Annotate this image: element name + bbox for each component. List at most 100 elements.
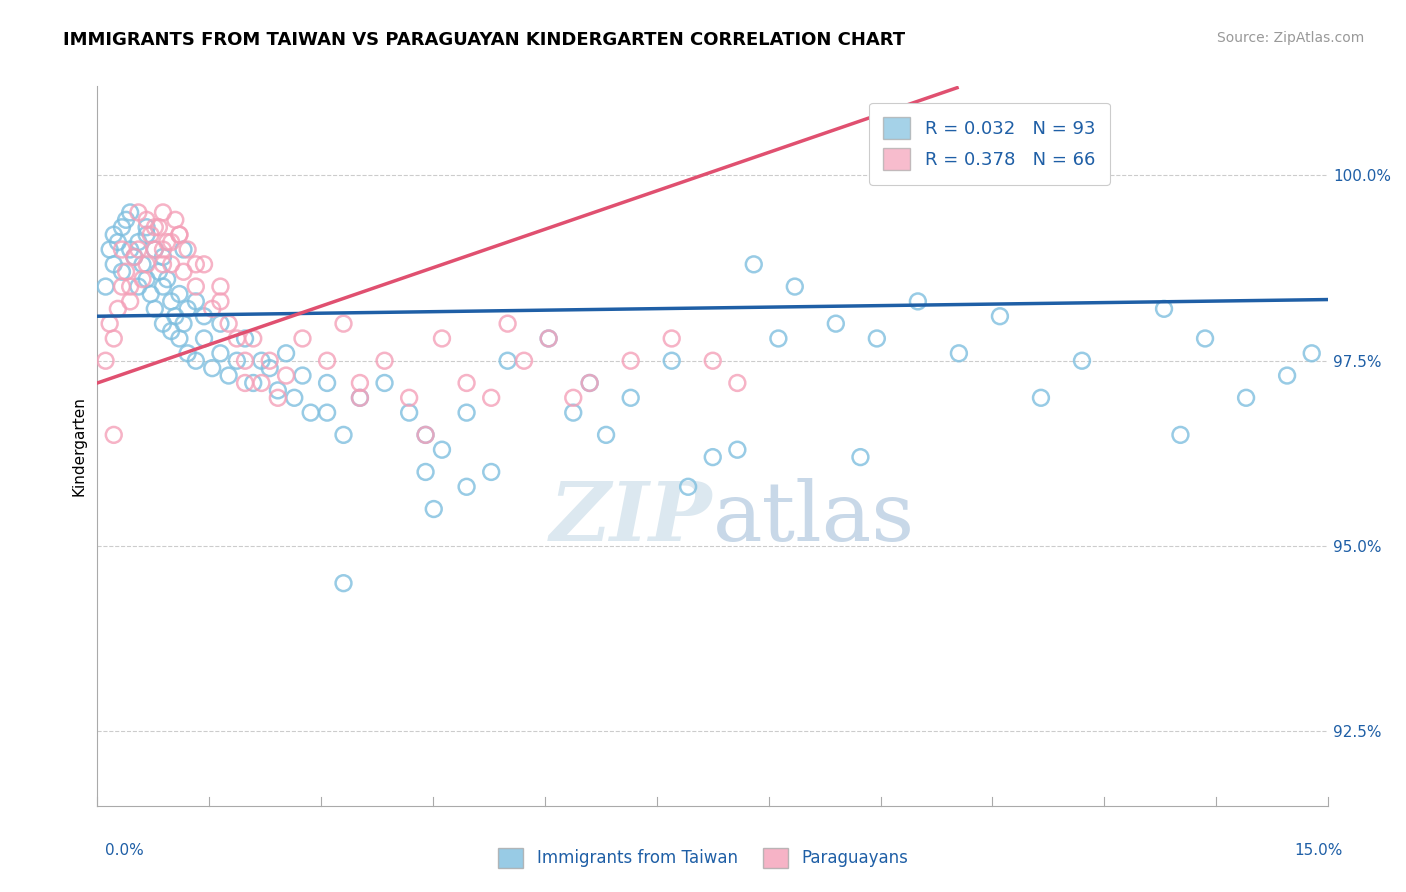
- Point: [173, 265, 195, 279]
- Point: [107, 301, 129, 316]
- Point: [456, 480, 478, 494]
- Point: [169, 227, 191, 242]
- Point: [578, 376, 600, 390]
- Point: [156, 235, 179, 249]
- Point: [98, 317, 121, 331]
- Point: [513, 353, 536, 368]
- Point: [1275, 368, 1298, 383]
- Point: [135, 227, 157, 242]
- Point: [135, 212, 157, 227]
- Point: [115, 212, 138, 227]
- Point: [479, 465, 502, 479]
- Point: [291, 368, 314, 383]
- Point: [768, 331, 790, 345]
- Point: [209, 317, 232, 331]
- Point: [103, 257, 125, 271]
- Point: [143, 243, 166, 257]
- Point: [274, 368, 297, 383]
- Point: [176, 346, 198, 360]
- Point: [193, 257, 215, 271]
- Point: [184, 279, 207, 293]
- Point: [218, 368, 240, 383]
- Point: [242, 331, 264, 345]
- Point: [209, 346, 232, 360]
- Point: [316, 376, 339, 390]
- Point: [332, 428, 354, 442]
- Point: [131, 272, 153, 286]
- Point: [225, 353, 247, 368]
- Point: [423, 502, 446, 516]
- Point: [562, 391, 585, 405]
- Point: [111, 279, 134, 293]
- Point: [349, 391, 371, 405]
- Point: [160, 235, 183, 249]
- Point: [143, 220, 166, 235]
- Point: [127, 205, 149, 219]
- Point: [152, 243, 174, 257]
- Point: [209, 294, 232, 309]
- Point: [849, 450, 872, 464]
- Point: [124, 250, 146, 264]
- Point: [1234, 391, 1257, 405]
- Point: [725, 442, 748, 457]
- Point: [661, 353, 683, 368]
- Point: [562, 406, 585, 420]
- Point: [242, 376, 264, 390]
- Point: [152, 279, 174, 293]
- Point: [456, 376, 478, 390]
- Point: [156, 272, 179, 286]
- Point: [143, 243, 166, 257]
- Point: [193, 310, 215, 324]
- Legend: Immigrants from Taiwan, Paraguayans: Immigrants from Taiwan, Paraguayans: [492, 841, 914, 875]
- Point: [201, 301, 224, 316]
- Point: [250, 353, 273, 368]
- Point: [139, 287, 162, 301]
- Point: [152, 257, 174, 271]
- Point: [267, 384, 290, 398]
- Point: [173, 317, 195, 331]
- Point: [111, 243, 134, 257]
- Point: [120, 279, 142, 293]
- Point: [148, 265, 170, 279]
- Point: [1029, 391, 1052, 405]
- Point: [373, 353, 395, 368]
- Point: [169, 331, 191, 345]
- Point: [398, 391, 420, 405]
- Legend: R = 0.032   N = 93, R = 0.378   N = 66: R = 0.032 N = 93, R = 0.378 N = 66: [869, 103, 1109, 185]
- Point: [1301, 346, 1323, 360]
- Point: [316, 406, 339, 420]
- Point: [225, 331, 247, 345]
- Point: [537, 331, 560, 345]
- Point: [176, 243, 198, 257]
- Y-axis label: Kindergarten: Kindergarten: [72, 396, 86, 496]
- Text: IMMIGRANTS FROM TAIWAN VS PARAGUAYAN KINDERGARTEN CORRELATION CHART: IMMIGRANTS FROM TAIWAN VS PARAGUAYAN KIN…: [63, 31, 905, 49]
- Point: [184, 294, 207, 309]
- Point: [193, 331, 215, 345]
- Point: [578, 376, 600, 390]
- Point: [299, 406, 322, 420]
- Point: [676, 480, 699, 494]
- Point: [218, 317, 240, 331]
- Point: [479, 391, 502, 405]
- Point: [291, 331, 314, 345]
- Point: [620, 353, 643, 368]
- Point: [283, 391, 305, 405]
- Point: [184, 353, 207, 368]
- Point: [373, 376, 395, 390]
- Point: [595, 428, 617, 442]
- Point: [143, 301, 166, 316]
- Point: [152, 317, 174, 331]
- Point: [233, 331, 256, 345]
- Point: [111, 265, 134, 279]
- Point: [349, 376, 371, 390]
- Point: [94, 353, 117, 368]
- Point: [201, 361, 224, 376]
- Point: [1194, 331, 1216, 345]
- Point: [124, 250, 146, 264]
- Point: [456, 406, 478, 420]
- Point: [620, 391, 643, 405]
- Point: [496, 317, 519, 331]
- Point: [131, 257, 153, 271]
- Point: [1071, 353, 1094, 368]
- Point: [148, 220, 170, 235]
